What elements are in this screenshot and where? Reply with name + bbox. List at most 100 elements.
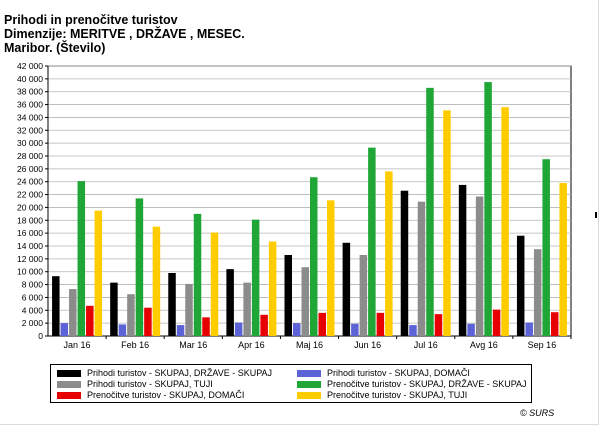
bar <box>135 198 144 336</box>
plot-area <box>47 65 572 337</box>
bar <box>77 181 86 336</box>
legend-label: Prenočitve turistov - SKUPAJ, DRŽAVE - S… <box>327 379 527 389</box>
bar <box>492 309 501 336</box>
title-line-1: Prihodi in prenočitve turistov <box>4 13 178 27</box>
bar <box>400 190 409 336</box>
y-tick-label: 28 000 <box>17 151 43 161</box>
legend-swatch <box>297 380 321 388</box>
bar <box>251 219 260 336</box>
bar <box>376 312 385 336</box>
bar <box>202 317 210 336</box>
y-tick-label: 38 000 <box>17 87 43 97</box>
bar <box>525 322 533 336</box>
y-tick-label: 4 000 <box>22 305 44 315</box>
x-tick-label: Mar 16 <box>179 340 207 350</box>
bar <box>327 200 335 336</box>
bar <box>368 147 376 336</box>
y-tick-label: 6 000 <box>22 292 44 302</box>
bar <box>152 226 161 336</box>
bar <box>243 282 251 336</box>
y-tick-label: 32 000 <box>17 125 43 135</box>
bar <box>301 267 309 336</box>
x-tick-label: Maj 16 <box>296 340 323 350</box>
bar <box>409 325 417 336</box>
chart-title: Prihodi in prenočitve turistov Dimenzije… <box>4 13 245 55</box>
legend-swatch <box>57 369 81 377</box>
bar <box>310 177 318 336</box>
bar <box>226 269 234 336</box>
bar <box>60 323 69 336</box>
bar <box>443 110 451 336</box>
x-tick-label: Jan 16 <box>64 340 91 350</box>
bar <box>550 312 559 336</box>
x-tick-label: Avg 16 <box>470 340 498 350</box>
legend-item-prihodi-domaci: Prihodi turistov - SKUPAJ, DOMAČI <box>297 368 470 378</box>
bar <box>168 273 176 336</box>
bar <box>260 314 268 336</box>
legend-swatch <box>297 391 321 399</box>
bar <box>127 294 135 336</box>
bar <box>52 276 60 336</box>
bar <box>210 232 219 336</box>
y-tick-label: 18 000 <box>17 215 43 225</box>
x-tick-label: Jul 16 <box>414 340 438 350</box>
bar <box>501 107 509 337</box>
y-tick-label: 22 000 <box>17 190 43 200</box>
x-tick-label: Feb 16 <box>121 340 149 350</box>
bar <box>94 210 103 336</box>
x-tick-label: Sep 16 <box>528 340 557 350</box>
chart-legend: Prihodi turistov - SKUPAJ, DRŽAVE - SKUP… <box>50 364 532 403</box>
bar <box>351 323 359 336</box>
legend-item-prenocitve-skupaj: Prenočitve turistov - SKUPAJ, DRŽAVE - S… <box>297 379 527 389</box>
bar <box>417 201 426 336</box>
title-line-2: Dimenzije: MERITVE , DRŽAVE , MESEC. <box>4 27 245 41</box>
bar <box>467 323 475 336</box>
legend-label: Prenočitve turistov - SKUPAJ, TUJI <box>327 390 468 400</box>
x-tick-label: Jun 16 <box>354 340 381 350</box>
y-tick-label: 24 000 <box>17 177 43 187</box>
bar <box>193 213 202 336</box>
bar <box>542 159 550 336</box>
bar <box>533 249 542 336</box>
bar <box>475 196 484 336</box>
edge-mark <box>595 212 597 218</box>
y-tick-label: 36 000 <box>17 100 43 110</box>
y-tick-label: 16 000 <box>17 228 43 238</box>
legend-item-prihodi-tuji: Prihodi turistov - SKUPAJ, TUJI <box>57 379 213 389</box>
legend-label: Prenočitve turistov - SKUPAJ, DOMAČI <box>87 390 245 400</box>
bar <box>516 235 525 336</box>
bar <box>144 307 152 336</box>
legend-label: Prihodi turistov - SKUPAJ, DOMAČI <box>327 368 470 378</box>
bar <box>284 255 292 336</box>
bar <box>484 82 492 336</box>
y-tick-label: 42 000 <box>17 61 43 71</box>
y-tick-label: 12 000 <box>17 254 43 264</box>
bar <box>293 323 301 336</box>
y-tick-label: 34 000 <box>17 112 43 122</box>
bar <box>458 184 467 336</box>
y-tick-label: 14 000 <box>17 241 43 251</box>
copyright-note: © SURS <box>520 408 555 418</box>
legend-item-prenocitve-tuji: Prenočitve turistov - SKUPAJ, TUJI <box>297 390 467 400</box>
bar <box>434 314 443 336</box>
legend-swatch <box>57 391 81 399</box>
y-tick-label: 2 000 <box>22 318 44 328</box>
legend-swatch <box>297 369 321 377</box>
bar <box>359 255 368 336</box>
bar <box>342 242 351 336</box>
bar <box>385 171 393 336</box>
bar <box>185 283 193 336</box>
legend-item-prihodi-skupaj: Prihodi turistov - SKUPAJ, DRŽAVE - SKUP… <box>57 368 272 378</box>
bar <box>559 183 567 336</box>
bar <box>268 241 277 336</box>
bar <box>426 87 434 336</box>
bar <box>234 322 243 336</box>
bar <box>176 325 185 336</box>
y-tick-label: 0 <box>38 331 43 341</box>
bar <box>318 312 326 336</box>
title-line-3: Maribor. (Število) <box>4 41 106 55</box>
legend-swatch <box>57 380 81 388</box>
legend-label: Prihodi turistov - SKUPAJ, TUJI <box>87 379 213 389</box>
legend-label: Prihodi turistov - SKUPAJ, DRŽAVE - SKUP… <box>87 368 273 378</box>
bar <box>86 305 94 336</box>
